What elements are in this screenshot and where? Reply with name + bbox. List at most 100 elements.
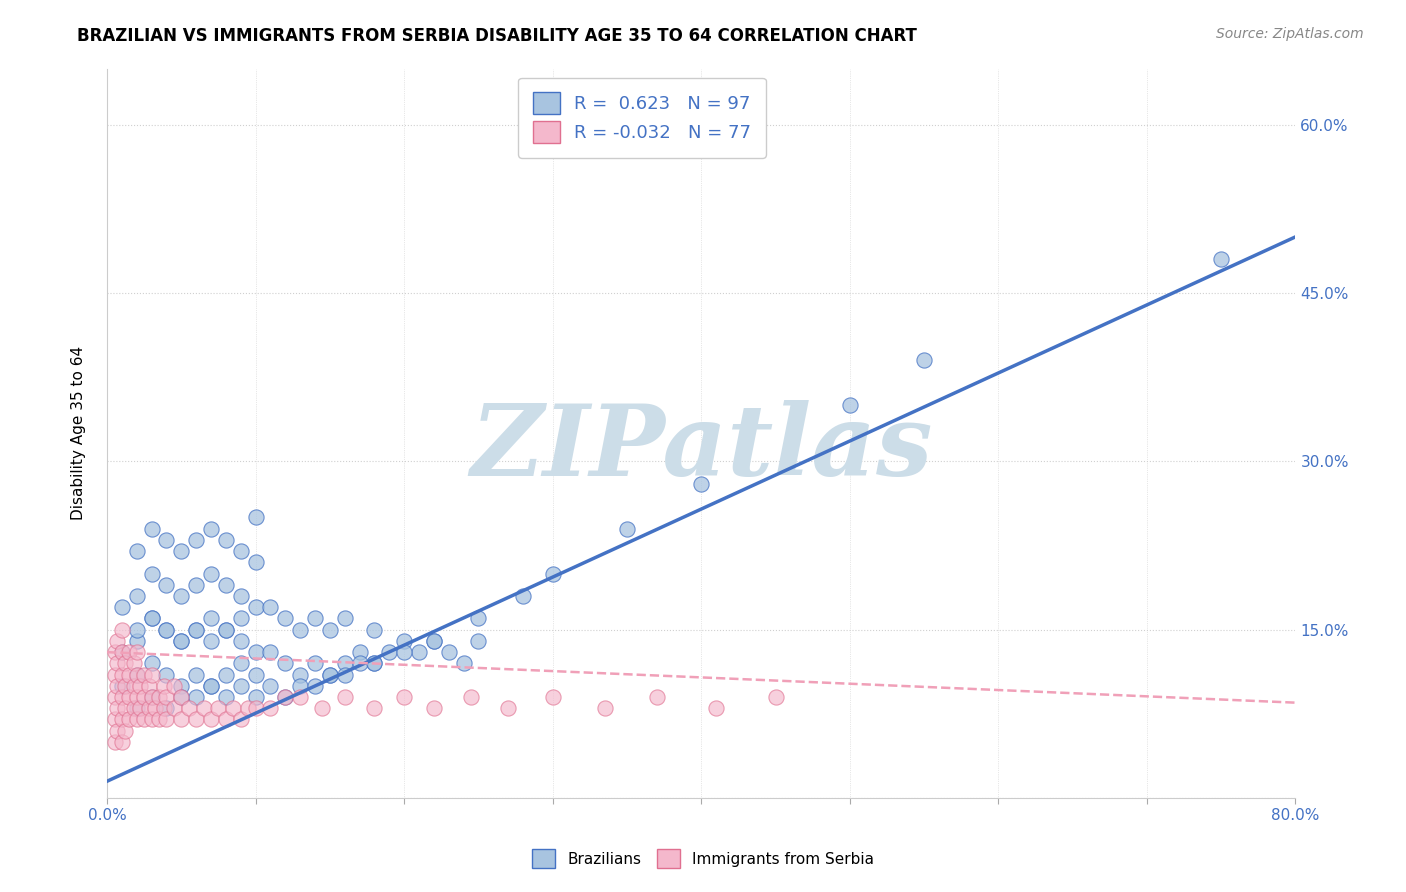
Point bbox=[107, 723, 129, 738]
Point bbox=[111, 735, 134, 749]
Point bbox=[111, 600, 134, 615]
Point bbox=[152, 701, 174, 715]
Point bbox=[704, 701, 727, 715]
Point bbox=[111, 713, 134, 727]
Point bbox=[200, 679, 222, 693]
Point bbox=[245, 690, 267, 704]
Point bbox=[304, 611, 326, 625]
Point bbox=[125, 667, 148, 681]
Point bbox=[152, 679, 174, 693]
Point bbox=[423, 701, 446, 715]
Point bbox=[349, 657, 371, 671]
Point bbox=[134, 667, 156, 681]
Point bbox=[238, 701, 260, 715]
Point bbox=[122, 679, 145, 693]
Point bbox=[245, 701, 267, 715]
Point bbox=[541, 566, 564, 581]
Point bbox=[125, 544, 148, 558]
Point bbox=[155, 690, 177, 704]
Point bbox=[200, 713, 222, 727]
Point bbox=[460, 690, 482, 704]
Point bbox=[143, 701, 166, 715]
Point bbox=[333, 690, 356, 704]
Point bbox=[170, 690, 193, 704]
Point bbox=[170, 634, 193, 648]
Point bbox=[645, 690, 668, 704]
Text: ZIPatlas: ZIPatlas bbox=[470, 400, 932, 496]
Point bbox=[690, 476, 713, 491]
Point bbox=[408, 645, 430, 659]
Point bbox=[333, 657, 356, 671]
Point bbox=[496, 701, 519, 715]
Point bbox=[200, 634, 222, 648]
Point bbox=[259, 679, 281, 693]
Text: BRAZILIAN VS IMMIGRANTS FROM SERBIA DISABILITY AGE 35 TO 64 CORRELATION CHART: BRAZILIAN VS IMMIGRANTS FROM SERBIA DISA… bbox=[77, 27, 917, 45]
Point bbox=[125, 701, 148, 715]
Point bbox=[392, 634, 415, 648]
Point bbox=[111, 623, 134, 637]
Point bbox=[259, 645, 281, 659]
Point bbox=[290, 667, 312, 681]
Point bbox=[107, 634, 129, 648]
Point bbox=[125, 623, 148, 637]
Point bbox=[593, 701, 616, 715]
Point bbox=[138, 701, 160, 715]
Point bbox=[186, 713, 208, 727]
Point bbox=[155, 533, 177, 547]
Point bbox=[245, 510, 267, 524]
Point bbox=[215, 623, 238, 637]
Point bbox=[118, 667, 141, 681]
Point bbox=[319, 667, 342, 681]
Point bbox=[229, 544, 252, 558]
Point bbox=[122, 657, 145, 671]
Point bbox=[114, 657, 136, 671]
Point bbox=[170, 589, 193, 603]
Point bbox=[155, 623, 177, 637]
Point bbox=[215, 690, 238, 704]
Point bbox=[229, 679, 252, 693]
Point bbox=[229, 589, 252, 603]
Point bbox=[363, 657, 385, 671]
Point bbox=[311, 701, 333, 715]
Point bbox=[128, 701, 150, 715]
Point bbox=[103, 690, 125, 704]
Point bbox=[274, 690, 297, 704]
Legend: Brazilians, Immigrants from Serbia: Brazilians, Immigrants from Serbia bbox=[524, 841, 882, 875]
Point bbox=[103, 713, 125, 727]
Point bbox=[290, 623, 312, 637]
Point bbox=[423, 634, 446, 648]
Point bbox=[186, 623, 208, 637]
Point bbox=[141, 667, 163, 681]
Point bbox=[215, 713, 238, 727]
Point bbox=[215, 623, 238, 637]
Point bbox=[245, 600, 267, 615]
Point bbox=[141, 566, 163, 581]
Point bbox=[186, 578, 208, 592]
Point bbox=[125, 713, 148, 727]
Point bbox=[141, 611, 163, 625]
Point bbox=[141, 690, 163, 704]
Text: Source: ZipAtlas.com: Source: ZipAtlas.com bbox=[1216, 27, 1364, 41]
Point bbox=[138, 679, 160, 693]
Point bbox=[103, 735, 125, 749]
Point bbox=[215, 578, 238, 592]
Point bbox=[512, 589, 534, 603]
Point bbox=[274, 657, 297, 671]
Point bbox=[186, 623, 208, 637]
Point bbox=[141, 657, 163, 671]
Point bbox=[392, 690, 415, 704]
Point bbox=[186, 690, 208, 704]
Point bbox=[125, 589, 148, 603]
Point bbox=[274, 611, 297, 625]
Point bbox=[111, 645, 134, 659]
Point bbox=[170, 713, 193, 727]
Point bbox=[186, 533, 208, 547]
Point bbox=[304, 657, 326, 671]
Point bbox=[111, 690, 134, 704]
Point bbox=[107, 679, 129, 693]
Point bbox=[423, 634, 446, 648]
Point bbox=[333, 611, 356, 625]
Point bbox=[319, 623, 342, 637]
Point bbox=[200, 611, 222, 625]
Point bbox=[170, 679, 193, 693]
